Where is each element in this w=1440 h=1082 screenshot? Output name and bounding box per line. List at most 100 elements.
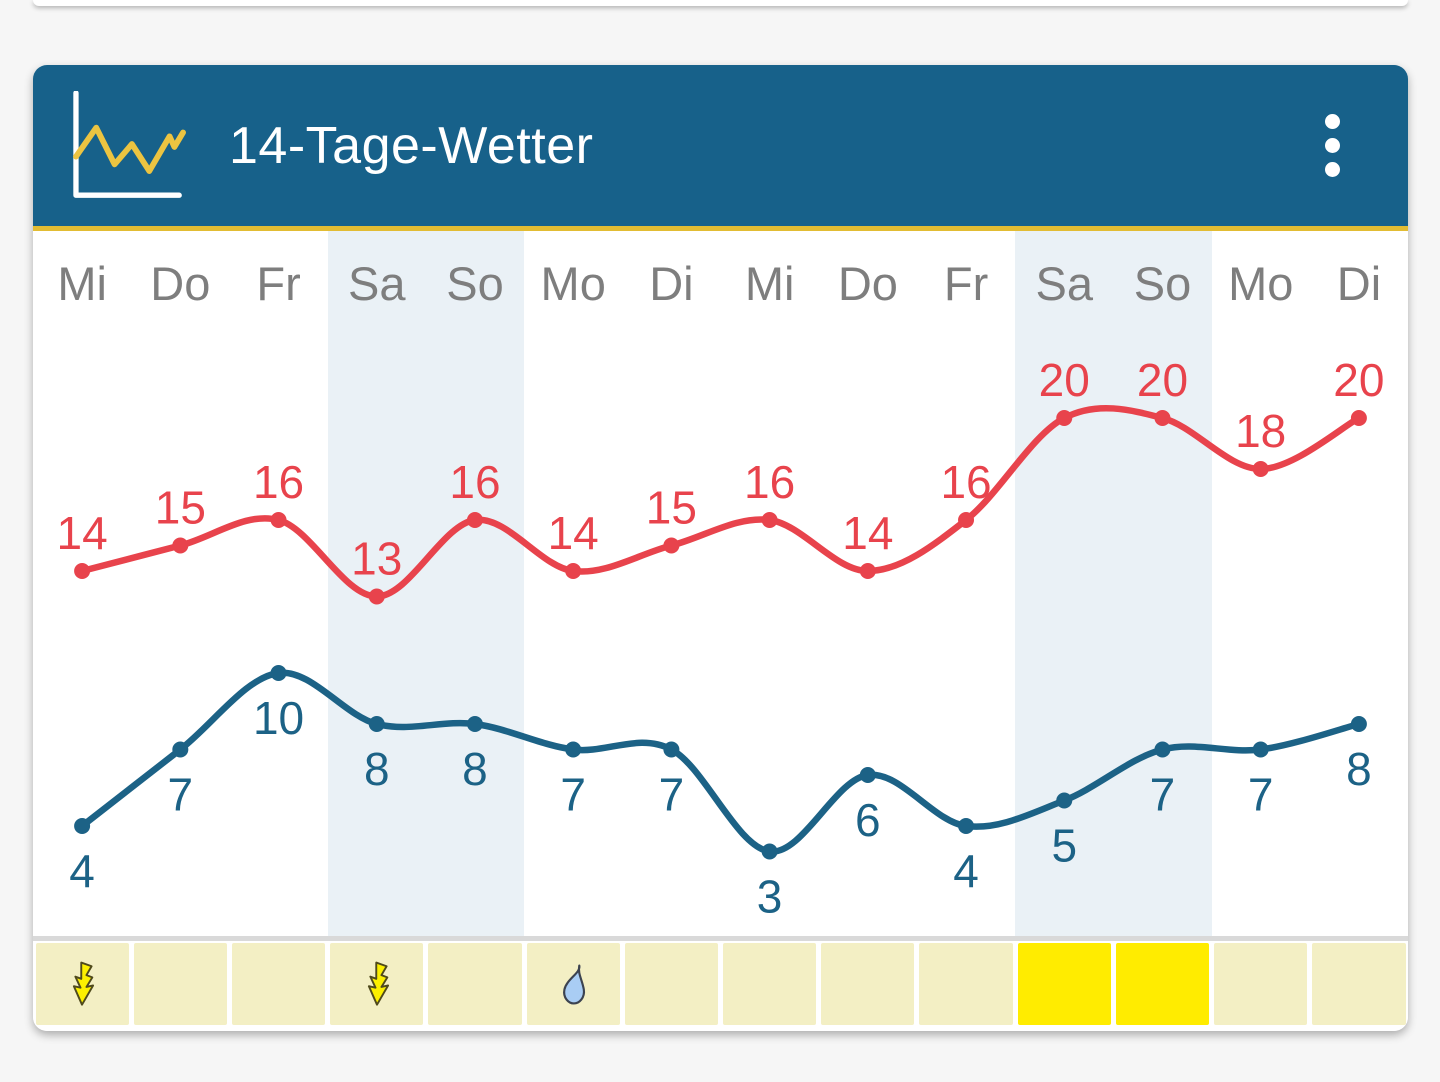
data-point — [466, 512, 483, 528]
day-footer-slot — [1113, 943, 1211, 1025]
data-point — [1056, 410, 1073, 426]
data-point — [663, 741, 680, 758]
data-point — [270, 512, 287, 528]
weekend-band — [1113, 231, 1212, 936]
day-footer-slot — [819, 943, 917, 1025]
value-label: 14 — [57, 507, 108, 559]
data-point — [1154, 410, 1171, 426]
data-point — [1252, 461, 1269, 477]
data-point — [172, 741, 189, 758]
data-point — [958, 818, 975, 834]
data-point — [466, 716, 483, 732]
data-point — [1056, 792, 1073, 809]
weather-widget-card[interactable]: 14-Tage-Wetter Mi Do Fr Sa So Mo Di Mi Do Fr Sa So M… — [33, 65, 1408, 1031]
day-label: Mo — [1228, 257, 1294, 310]
day-footer-cell — [1214, 943, 1308, 1025]
day-footer-slot — [131, 943, 229, 1025]
data-point — [663, 537, 680, 554]
kebab-menu-icon[interactable] — [1321, 106, 1344, 186]
data-point — [958, 512, 975, 528]
data-point — [1252, 741, 1269, 758]
data-point — [859, 767, 876, 783]
day-label: Fr — [256, 257, 301, 310]
day-footer-cell-highlighted — [1017, 943, 1111, 1025]
value-label: 16 — [449, 456, 500, 508]
value-label: 14 — [842, 507, 893, 559]
day-footer-cell — [821, 943, 915, 1025]
day-footer-slot — [33, 943, 131, 1025]
data-point — [1350, 410, 1367, 426]
day-footer-slot — [1212, 943, 1310, 1025]
data-point — [1350, 716, 1367, 732]
day-footer-cell — [35, 943, 129, 1025]
day-label: Mi — [744, 257, 795, 310]
day-footer-slot — [917, 943, 1015, 1025]
header-accent-line — [33, 226, 1408, 231]
day-footer-cell — [428, 943, 522, 1025]
value-label: 7 — [168, 769, 194, 821]
lightning-icon — [73, 961, 95, 1006]
day-label: Sa — [348, 257, 406, 310]
day-footer-cell — [330, 943, 424, 1025]
previous-card-bottom-edge — [33, 0, 1408, 6]
day-footer-cell — [919, 943, 1013, 1025]
value-label: 20 — [1137, 354, 1188, 406]
day-footer-cell — [1312, 943, 1406, 1025]
value-label: 7 — [659, 769, 685, 821]
day-label: Fr — [943, 257, 989, 310]
value-label: 6 — [855, 794, 881, 846]
weekend-band — [1015, 231, 1114, 936]
day-label: Do — [150, 257, 211, 310]
value-label: 7 — [560, 769, 586, 821]
value-label: 14 — [548, 507, 599, 559]
data-point — [74, 563, 91, 579]
value-label: 15 — [646, 482, 697, 534]
series-line-high — [78, 404, 1363, 600]
day-footer-cell — [723, 943, 817, 1025]
data-point — [368, 716, 385, 732]
day-footer-slot — [1015, 943, 1113, 1025]
value-label: 18 — [1235, 405, 1286, 457]
data-point — [74, 818, 91, 834]
value-label: 16 — [253, 456, 304, 508]
day-footer-slot — [721, 943, 819, 1025]
day-footer-slot — [524, 943, 622, 1025]
temperature-chart: 14 15 16 13 16 14 15 16 14 16 20 20 18 20 4 7 10 8 8 7 7 3 6 4 5… — [57, 354, 1385, 923]
day-footer-cell-highlighted — [1115, 943, 1210, 1025]
day-footer-slot — [622, 943, 720, 1025]
data-point — [172, 537, 189, 554]
value-label: 8 — [462, 743, 488, 795]
data-point — [270, 665, 287, 681]
value-label: 7 — [1248, 769, 1274, 821]
widget-header: 14-Tage-Wetter — [33, 65, 1408, 226]
weather-symbol-row — [33, 936, 1408, 1031]
data-point — [565, 741, 582, 758]
weekend-band — [425, 231, 525, 936]
value-label: 10 — [253, 692, 304, 744]
value-label: 5 — [1051, 820, 1077, 872]
day-footer-slot — [426, 943, 524, 1025]
day-footer-cell — [624, 943, 718, 1025]
raindrop-icon — [562, 963, 585, 1005]
day-footer-cell — [133, 943, 227, 1025]
day-label: So — [446, 257, 504, 310]
day-label: Sa — [1035, 257, 1094, 310]
value-label: 8 — [364, 743, 390, 795]
day-label: Do — [837, 257, 898, 310]
value-label: 16 — [744, 456, 795, 508]
day-footer-slot — [229, 943, 327, 1025]
day-footer-slot — [328, 943, 426, 1025]
day-label: Mo — [540, 257, 606, 310]
data-point — [1154, 741, 1171, 758]
data-point — [859, 563, 876, 579]
day-footer-cell — [526, 943, 620, 1025]
weekend-band — [327, 231, 426, 936]
day-label-row: Mi Do Fr Sa So Mo Di Mi Do Fr Sa So Mo Di — [33, 247, 1408, 321]
data-point — [368, 588, 385, 605]
value-label: 3 — [757, 871, 783, 923]
data-point — [565, 563, 582, 579]
day-label: Mi — [57, 257, 107, 310]
lightning-icon — [367, 961, 389, 1006]
value-label: 4 — [953, 845, 979, 897]
page-title: 14-Tage-Wetter — [229, 116, 594, 175]
